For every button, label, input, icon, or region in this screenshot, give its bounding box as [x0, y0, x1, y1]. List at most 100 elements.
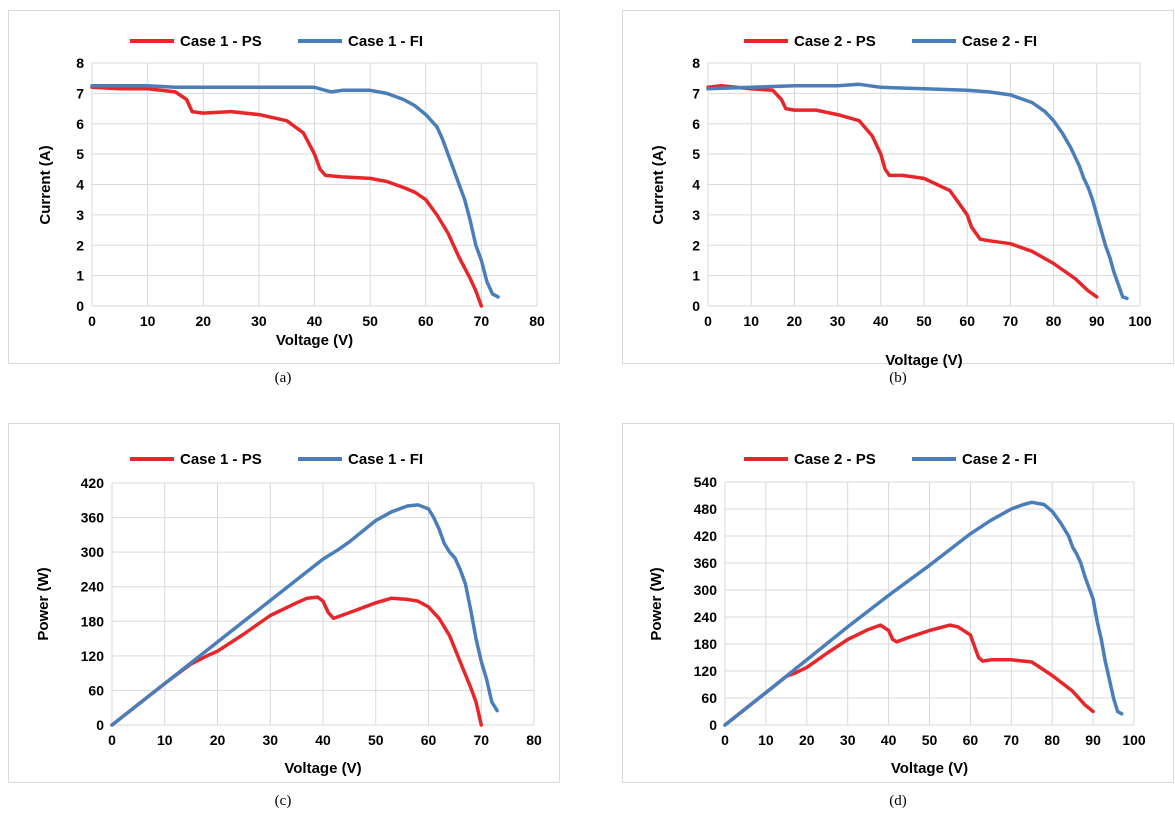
y-tick-label: 240 — [694, 609, 718, 625]
x-axis-title: Voltage (V) — [284, 760, 361, 777]
x-tick-label: 70 — [1004, 732, 1020, 748]
x-axis-title: Voltage (V) — [885, 352, 962, 369]
x-tick-label: 30 — [840, 732, 856, 748]
gridlines — [724, 481, 1135, 726]
caption-d: (d) — [889, 793, 907, 809]
series-line-case-1-fi — [90, 84, 500, 299]
y-axis-title: Current (A) — [37, 145, 54, 224]
x-tick-label: 100 — [1122, 732, 1146, 748]
chart-frame-d — [622, 423, 1174, 783]
y-tick-label: 8 — [692, 55, 700, 71]
y-tick-label: 240 — [81, 579, 105, 595]
y-tick-label: 300 — [694, 582, 718, 598]
legend-label: Case 2 - PS — [794, 451, 876, 468]
x-tick-label: 0 — [721, 732, 729, 748]
x-tick-label: 100 — [1128, 313, 1152, 329]
caption-b: (b) — [889, 370, 907, 386]
y-axis-title: Power (W) — [648, 567, 665, 640]
y-tick-label: 0 — [709, 717, 717, 733]
x-tick-label: 10 — [743, 313, 759, 329]
y-tick-label: 5 — [692, 146, 700, 162]
x-tick-label: 30 — [830, 313, 846, 329]
legend-label: Case 1 - FI — [348, 451, 423, 468]
x-tick-label: 50 — [916, 313, 932, 329]
y-tick-label: 60 — [88, 682, 104, 698]
y-tick-label: 4 — [76, 177, 84, 193]
x-tick-label: 0 — [88, 313, 96, 329]
x-tick-label: 20 — [787, 313, 803, 329]
legend-label: Case 2 - PS — [794, 33, 876, 50]
x-tick-label: 40 — [881, 732, 897, 748]
y-tick-label: 360 — [81, 510, 105, 526]
y-axis-title: Power (W) — [35, 567, 52, 640]
x-tick-label: 20 — [799, 732, 815, 748]
series-line-case-2-fi — [723, 500, 1124, 727]
x-tick-label: 20 — [195, 313, 211, 329]
series-line-case-1-ps — [90, 85, 484, 308]
y-tick-label: 3 — [76, 207, 84, 223]
x-tick-label: 70 — [1003, 313, 1019, 329]
y-tick-label: 7 — [692, 85, 700, 101]
legend-label: Case 2 - FI — [962, 451, 1037, 468]
y-tick-label: 1 — [76, 268, 84, 284]
y-tick-label: 480 — [694, 501, 718, 517]
x-tick-label: 10 — [758, 732, 774, 748]
y-tick-label: 420 — [81, 475, 105, 491]
y-tick-label: 2 — [76, 237, 84, 253]
y-tick-label: 4 — [692, 177, 700, 193]
chart-frame-a — [8, 10, 560, 364]
x-tick-label: 90 — [1085, 732, 1101, 748]
y-tick-label: 420 — [694, 528, 718, 544]
y-tick-label: 8 — [76, 55, 84, 71]
x-tick-label: 80 — [526, 732, 542, 748]
y-tick-label: 180 — [694, 636, 718, 652]
x-tick-label: 60 — [421, 732, 437, 748]
x-tick-label: 80 — [529, 313, 545, 329]
caption-c: (c) — [274, 793, 292, 809]
x-tick-label: 50 — [922, 732, 938, 748]
x-tick-label: 50 — [362, 313, 378, 329]
x-tick-label: 0 — [704, 313, 712, 329]
x-tick-label: 40 — [873, 313, 889, 329]
x-tick-label: 50 — [368, 732, 384, 748]
x-axis-title: Voltage (V) — [891, 760, 968, 777]
series-line-case-1-fi — [110, 503, 499, 727]
y-tick-label: 120 — [694, 663, 718, 679]
y-tick-label: 60 — [701, 690, 717, 706]
legend-label: Case 1 - FI — [348, 33, 423, 50]
x-tick-label: 60 — [963, 732, 979, 748]
legend-label: Case 1 - PS — [180, 33, 262, 50]
x-tick-label: 60 — [418, 313, 434, 329]
y-tick-label: 0 — [692, 298, 700, 314]
series-line-case-2-ps — [723, 623, 1095, 727]
y-tick-label: 2 — [692, 237, 700, 253]
x-tick-label: 70 — [473, 732, 489, 748]
legend-label: Case 1 - PS — [180, 451, 262, 468]
chart-frame-b — [622, 10, 1174, 364]
y-tick-label: 0 — [96, 717, 104, 733]
y-tick-label: 180 — [81, 613, 105, 629]
x-tick-label: 40 — [315, 732, 331, 748]
x-tick-label: 70 — [474, 313, 490, 329]
y-axis-title: Current (A) — [650, 145, 667, 224]
x-tick-label: 30 — [262, 732, 278, 748]
x-axis-title: Voltage (V) — [276, 332, 353, 349]
x-tick-label: 60 — [959, 313, 975, 329]
y-tick-label: 6 — [76, 116, 84, 132]
y-tick-label: 3 — [692, 207, 700, 223]
series-line-case-2-ps — [706, 84, 1099, 299]
y-tick-label: 0 — [76, 298, 84, 314]
x-tick-label: 30 — [251, 313, 267, 329]
x-tick-label: 20 — [210, 732, 226, 748]
series-line-case-2-fi — [706, 82, 1129, 301]
legend-label: Case 2 - FI — [962, 33, 1037, 50]
x-tick-label: 10 — [140, 313, 156, 329]
y-tick-label: 5 — [76, 146, 84, 162]
x-tick-label: 0 — [108, 732, 116, 748]
y-tick-label: 360 — [694, 555, 718, 571]
x-tick-label: 80 — [1044, 732, 1060, 748]
